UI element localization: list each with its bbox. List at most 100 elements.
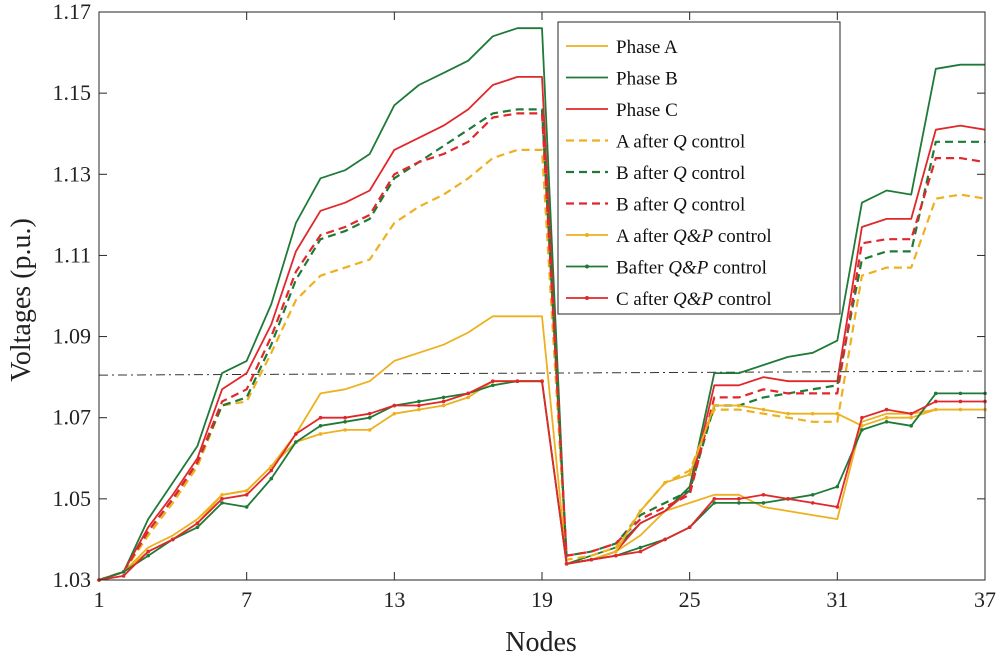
data-point: [786, 411, 790, 416]
data-point: [958, 391, 963, 396]
data-point: [835, 505, 840, 509]
series-line: [98, 380, 985, 581]
series-line: [98, 380, 985, 581]
data-point: [146, 549, 151, 554]
series-line: [98, 112, 986, 582]
data-point: [835, 411, 840, 416]
series-group: [97, 27, 987, 582]
y-axis-title: Voltages (p.u.): [6, 218, 37, 382]
data-point: [761, 493, 766, 497]
y-tick-label: 1.13: [53, 161, 92, 186]
data-point: [687, 525, 692, 530]
data-point: [638, 549, 643, 554]
reference-line: [98, 370, 986, 376]
data-point: [392, 411, 397, 416]
legend-label-part: Q: [673, 195, 687, 216]
data-point: [761, 407, 766, 412]
series-7: [97, 379, 987, 582]
data-point: [860, 428, 864, 432]
data-point: [220, 497, 224, 501]
legend-label: B after Q control: [616, 195, 745, 216]
legend-marker: [585, 233, 589, 237]
data-point: [958, 407, 963, 412]
data-point: [614, 549, 618, 554]
data-point: [737, 497, 741, 501]
data-point: [318, 415, 323, 420]
data-point: [860, 424, 864, 428]
y-tick-label: 1.07: [53, 405, 92, 430]
data-point: [220, 493, 224, 497]
legend-label-part: Q: [673, 132, 687, 153]
data-point: [417, 403, 421, 408]
x-tick-label: 31: [826, 587, 848, 612]
data-point: [589, 557, 594, 562]
legend-label-part: Q: [673, 163, 687, 184]
series-line: [98, 315, 985, 581]
data-point: [121, 574, 126, 578]
data-point: [663, 480, 667, 485]
axes: 1 7 13 19 25 31 37 1.03 1.05 1.07 1.09 1.11 1.13 1.15…: [53, 0, 997, 612]
x-tick-label: 37: [974, 587, 996, 612]
x-tick-label: 1: [94, 587, 105, 612]
data-point: [810, 493, 815, 497]
plot-frame: [98, 11, 986, 581]
data-point: [614, 553, 618, 558]
legend-label: Bafter Q&P control: [616, 258, 767, 279]
legend-label-part: A after: [616, 132, 673, 153]
data-point: [417, 399, 421, 404]
data-point: [810, 501, 815, 505]
x-tick-label: 25: [679, 587, 701, 612]
data-point: [367, 415, 372, 420]
legend-label-part: Bafter: [616, 258, 668, 279]
reference-line-group: [98, 370, 986, 376]
series-5: [98, 108, 985, 582]
data-point: [195, 521, 200, 525]
data-point: [515, 379, 520, 384]
data-point: [441, 403, 446, 408]
data-point: [564, 561, 569, 566]
legend-label-part: control: [687, 163, 746, 184]
series-1: [98, 315, 985, 581]
legend-label-part: Q&P: [673, 226, 714, 247]
legend-label-part: B after: [616, 195, 673, 216]
data-point: [933, 399, 938, 404]
data-point: [958, 399, 963, 404]
data-point: [663, 537, 667, 542]
data-point: [121, 570, 126, 574]
legend-label-part: A after: [616, 226, 673, 247]
legend-label: Phase A: [616, 37, 678, 58]
legend-label: A after Q&P control: [616, 226, 772, 247]
data-point: [884, 419, 889, 424]
data-point: [318, 432, 323, 436]
data-point: [171, 537, 175, 542]
legend-label-part: control: [708, 258, 767, 279]
legend-label: Phase C: [616, 100, 678, 121]
data-point: [195, 525, 200, 530]
data-point: [146, 553, 151, 558]
y-tick-label: 1.03: [53, 567, 92, 592]
data-point: [343, 419, 347, 424]
x-tick-label: 19: [531, 587, 553, 612]
legend-label-part: Phase A: [616, 37, 678, 58]
legend-label-part: C after: [616, 289, 673, 310]
y-tick-label: 1.15: [53, 80, 92, 105]
data-point: [244, 493, 249, 497]
data-point: [884, 407, 889, 412]
data-point: [712, 497, 717, 501]
data-point: [835, 484, 840, 489]
data-point: [638, 509, 643, 513]
data-point: [441, 395, 446, 400]
data-point: [786, 497, 790, 501]
x-tick-label: 13: [383, 587, 405, 612]
data-point: [343, 428, 347, 432]
legend-label-part: Q&P: [673, 289, 714, 310]
data-point: [392, 403, 397, 408]
series-4: [98, 148, 986, 582]
data-point: [490, 379, 495, 384]
data-point: [220, 501, 224, 505]
data-point: [737, 501, 741, 505]
data-point: [933, 391, 938, 396]
data-point: [540, 379, 544, 384]
